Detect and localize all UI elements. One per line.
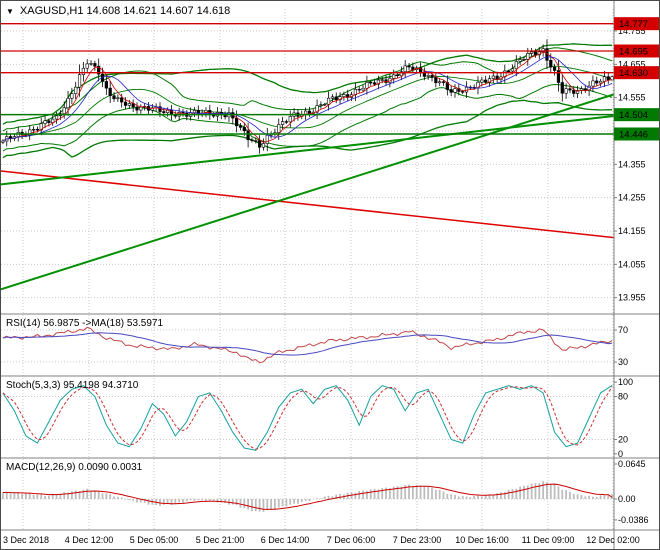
svg-text:7 Dec 06:00: 7 Dec 06:00 — [327, 535, 376, 545]
svg-text:0: 0 — [618, 449, 623, 459]
svg-text:4 Dec 12:00: 4 Dec 12:00 — [65, 535, 114, 545]
svg-text:14.155: 14.155 — [618, 226, 646, 236]
svg-text:10 Dec 16:00: 10 Dec 16:00 — [455, 535, 509, 545]
svg-text:-0.0386: -0.0386 — [618, 515, 649, 525]
svg-text:3 Dec 2018: 3 Dec 2018 — [3, 535, 49, 545]
svg-text:0.0645: 0.0645 — [618, 459, 646, 469]
svg-text:70: 70 — [618, 325, 628, 335]
svg-text:14.055: 14.055 — [618, 259, 646, 269]
svg-text:14.355: 14.355 — [618, 159, 646, 169]
svg-text:14.555: 14.555 — [618, 93, 646, 103]
svg-text:80: 80 — [618, 391, 628, 401]
svg-text:0.00: 0.00 — [618, 494, 636, 504]
svg-text:100: 100 — [618, 377, 633, 387]
symbol-dropdown-icon[interactable]: ▼ — [6, 6, 14, 16]
svg-text:5 Dec 21:00: 5 Dec 21:00 — [196, 535, 245, 545]
svg-text:7 Dec 23:00: 7 Dec 23:00 — [393, 535, 442, 545]
svg-text:14.777: 14.777 — [619, 19, 648, 30]
svg-text:14.504: 14.504 — [619, 110, 648, 121]
svg-text:30: 30 — [618, 357, 628, 367]
svg-text:12 Dec 02:00: 12 Dec 02:00 — [586, 535, 640, 545]
svg-text:14.446: 14.446 — [619, 129, 648, 140]
svg-text:11 Dec 09:00: 11 Dec 09:00 — [522, 535, 575, 545]
price-axis[interactable] — [613, 1, 659, 529]
svg-text:14.755: 14.755 — [618, 26, 646, 36]
time-axis[interactable] — [1, 531, 613, 549]
svg-text:20: 20 — [618, 435, 628, 445]
svg-text:14.255: 14.255 — [618, 193, 646, 203]
svg-text:6 Dec 14:00: 6 Dec 14:00 — [261, 535, 310, 545]
svg-text:13.955: 13.955 — [618, 293, 646, 303]
svg-text:14.655: 14.655 — [618, 59, 646, 69]
svg-text:5 Dec 05:00: 5 Dec 05:00 — [130, 535, 179, 545]
svg-text:14.630: 14.630 — [619, 68, 648, 79]
svg-text:14.695: 14.695 — [619, 46, 648, 57]
